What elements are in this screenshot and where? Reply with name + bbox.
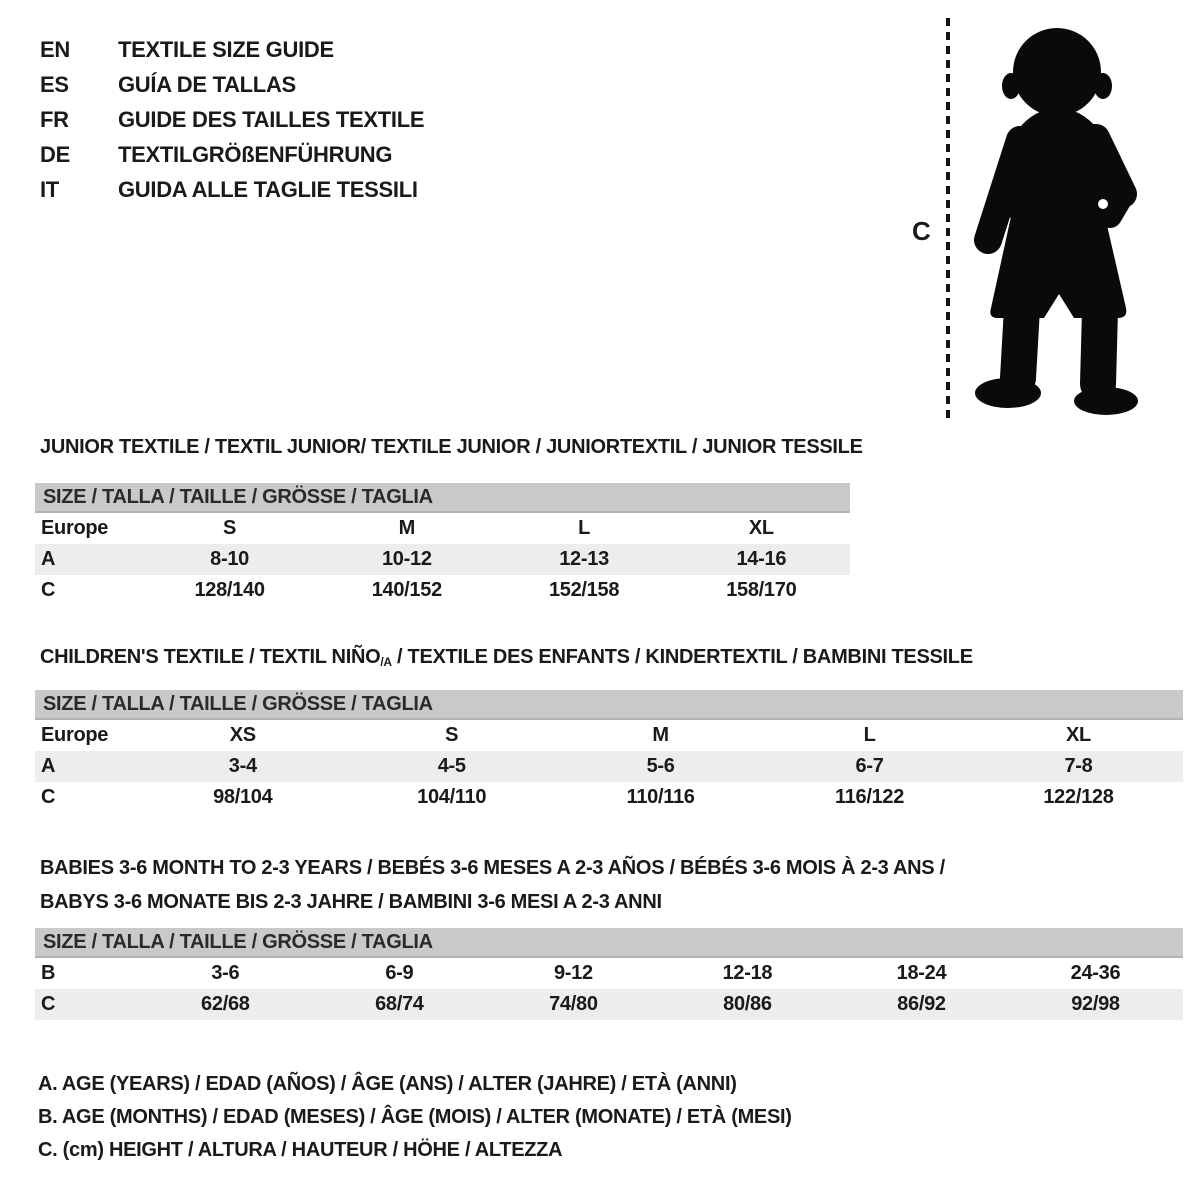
column-header: M	[652, 724, 669, 746]
table-row-age-months: B 3-6 6-9 9-12 12-18 18-24 24-36	[35, 958, 1183, 989]
children-title-suffix: / TEXTILE DES ENFANTS / KINDERTEXTIL / B…	[391, 646, 973, 668]
height-cell: 74/80	[549, 993, 598, 1015]
age-cell: 8-10	[210, 548, 249, 570]
children-title-subscript: /A	[380, 655, 392, 669]
row-label: C	[41, 993, 56, 1015]
height-cell: 92/98	[1071, 993, 1120, 1015]
language-code: DE	[40, 141, 70, 167]
height-cell: 158/170	[726, 579, 797, 601]
age-cell: 18-24	[896, 962, 947, 984]
height-cell: 122/128	[1043, 786, 1114, 808]
size-header-bar: SIZE / TALLA / TAILLE / GRÖSSE / TAGLIA	[35, 690, 1183, 720]
age-cell: 7-8	[1064, 755, 1093, 777]
column-header: L	[578, 517, 591, 539]
junior-table: SIZE / TALLA / TAILLE / GRÖSSE / TAGLIA …	[35, 483, 850, 606]
column-header-row: Europe XS S M L XL	[35, 720, 1183, 751]
legend-line-b: B. AGE (MONTHS) / EDAD (MESES) / ÂGE (MO…	[38, 1106, 792, 1128]
language-row: ES GUÍA DE TALLAS	[40, 67, 424, 102]
height-cell: 140/152	[371, 579, 443, 601]
age-cell: 6-7	[855, 755, 884, 777]
language-title: GUIDE DES TAILLES TEXTILE	[118, 106, 425, 132]
column-header: XS	[229, 724, 256, 746]
language-code: ES	[40, 71, 69, 97]
table-row-age: A 3-4 4-5 5-6 6-7 7-8	[35, 751, 1183, 782]
size-header-label: SIZE / TALLA / TAILLE / GRÖSSE / TAGLIA	[43, 930, 433, 953]
height-cell: 128/140	[194, 579, 265, 601]
age-cell: 6-9	[385, 962, 414, 984]
column-header: S	[445, 724, 459, 746]
column-header-row: Europe S M L XL	[35, 513, 850, 544]
language-row: EN TEXTILE SIZE GUIDE	[40, 32, 424, 67]
language-title: TEXTILE SIZE GUIDE	[118, 36, 334, 62]
age-cell: 3-4	[228, 755, 257, 777]
table-row-height: C 128/140 140/152 152/158 158/170	[35, 575, 850, 606]
babies-table: SIZE / TALLA / TAILLE / GRÖSSE / TAGLIA …	[35, 928, 1183, 1020]
column-header: L	[863, 724, 876, 746]
toddler-body-shapes	[974, 28, 1138, 415]
height-cell: 116/122	[834, 786, 905, 808]
row-label: C	[41, 786, 56, 808]
age-cell: 9-12	[553, 962, 593, 984]
height-cell: 80/86	[723, 993, 772, 1015]
age-cell: 24-36	[1070, 962, 1121, 984]
age-cell: 14-16	[736, 548, 787, 570]
table-row-age: A 8-10 10-12 12-13 14-16	[35, 544, 850, 575]
language-title: TEXTILGRÖßENFÜHRUNG	[118, 141, 393, 167]
height-measure-dashed-line	[946, 18, 950, 418]
height-cell: 68/74	[375, 993, 424, 1015]
age-cell: 12-13	[559, 548, 609, 570]
legend-line-a: A. AGE (YEARS) / EDAD (AÑOS) / ÂGE (ANS)…	[38, 1073, 737, 1095]
language-row: IT GUIDA ALLE TAGLIE TESSILI	[40, 172, 424, 207]
height-cell: 152/158	[548, 579, 620, 601]
junior-table-title: JUNIOR TEXTILE / TEXTIL JUNIOR/ TEXTILE …	[40, 436, 863, 458]
age-cell: 12-18	[722, 962, 773, 984]
age-cell: 5-6	[646, 755, 675, 777]
language-code: EN	[40, 36, 70, 62]
language-title: GUÍA DE TALLAS	[118, 71, 296, 97]
size-header-label: SIZE / TALLA / TAILLE / GRÖSSE / TAGLIA	[43, 485, 433, 508]
children-title-prefix: CHILDREN'S TEXTILE / TEXTIL NIÑO	[40, 646, 381, 668]
row-label: A	[41, 548, 56, 570]
children-table: SIZE / TALLA / TAILLE / GRÖSSE / TAGLIA …	[35, 690, 1183, 813]
row-label: A	[41, 755, 56, 777]
height-cell: 86/92	[897, 993, 946, 1015]
table-row-height: C 98/104 104/110 110/116 116/122 122/128	[35, 782, 1183, 813]
row-label: C	[41, 579, 56, 601]
language-row: DE TEXTILGRÖßENFÜHRUNG	[40, 137, 424, 172]
language-code: FR	[40, 106, 69, 132]
column-header: M	[398, 517, 416, 539]
height-measure-label: C	[912, 216, 931, 246]
column-header: S	[223, 517, 237, 539]
height-cell: 110/116	[626, 786, 695, 808]
language-row: FR GUIDE DES TAILLES TEXTILE	[40, 102, 425, 137]
language-title-block: EN TEXTILE SIZE GUIDE ES GUÍA DE TALLAS …	[40, 32, 425, 207]
height-cell: 62/68	[201, 993, 250, 1015]
children-table-title: CHILDREN'S TEXTILE / TEXTIL NIÑO/A / TEX…	[40, 646, 973, 669]
column-header: XL	[748, 517, 774, 539]
height-cell: 104/110	[417, 786, 487, 808]
legend-block: A. AGE (YEARS) / EDAD (AÑOS) / ÂGE (ANS)…	[38, 1068, 792, 1167]
table-row-height: C 62/68 68/74 74/80 80/86 86/92 92/98	[35, 989, 1183, 1020]
age-cell: 4-5	[437, 755, 466, 777]
age-cell: 3-6	[211, 962, 240, 984]
size-header-label: SIZE / TALLA / TAILLE / GRÖSSE / TAGLIA	[43, 692, 433, 715]
language-title: GUIDA ALLE TAGLIE TESSILI	[118, 176, 418, 202]
babies-title-line2: BABYS 3-6 MONATE BIS 2-3 JAHRE / BAMBINI…	[40, 891, 662, 913]
size-header-bar: SIZE / TALLA / TAILLE / GRÖSSE / TAGLIA	[35, 483, 850, 513]
column-header: XL	[1065, 724, 1091, 746]
toddler-silhouette-icon	[974, 28, 1138, 415]
height-cell: 98/104	[213, 786, 273, 808]
babies-table-title: BABIES 3-6 MONTH TO 2-3 YEARS / BEBÉS 3-…	[40, 851, 945, 919]
region-label: Europe	[41, 724, 109, 746]
babies-title-line1: BABIES 3-6 MONTH TO 2-3 YEARS / BEBÉS 3-…	[40, 857, 945, 879]
size-header-bar: SIZE / TALLA / TAILLE / GRÖSSE / TAGLIA	[35, 928, 1183, 958]
region-label: Europe	[41, 517, 109, 539]
legend-line-c: C. (cm) HEIGHT / ALTURA / HAUTEUR / HÖHE…	[38, 1139, 563, 1161]
row-label: B	[41, 962, 56, 984]
language-code: IT	[40, 176, 59, 202]
age-cell: 10-12	[381, 548, 432, 570]
